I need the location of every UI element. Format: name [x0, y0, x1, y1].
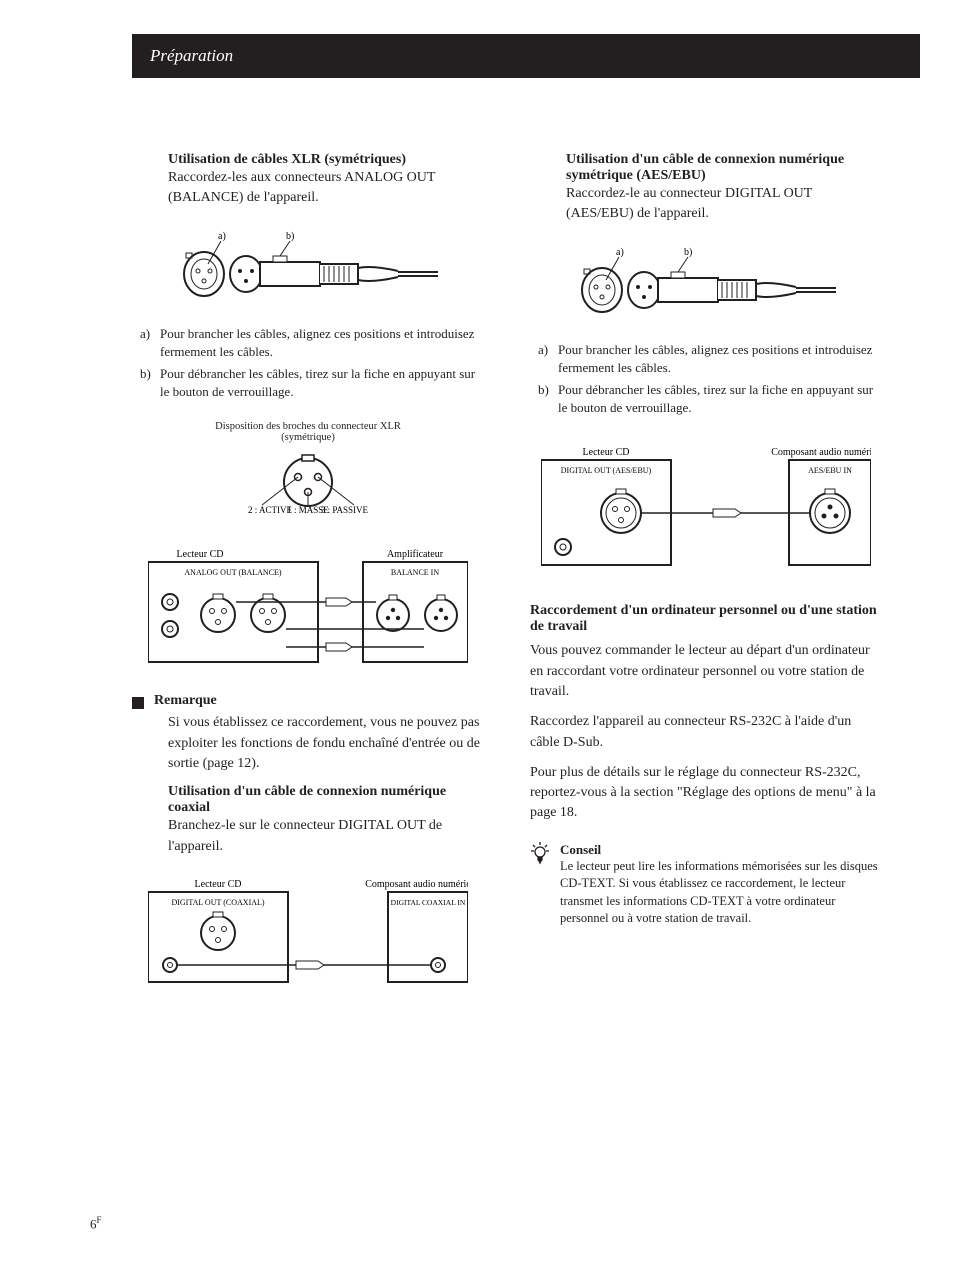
note-square-icon — [132, 697, 144, 709]
label-b: b) — [286, 231, 294, 242]
page-number: 6F — [90, 1215, 102, 1232]
header-title: Préparation — [150, 46, 233, 66]
tip-row: Conseil Le lecteur peut lire les informa… — [530, 842, 882, 928]
right-column: Utilisation d'un câble de connexion numé… — [530, 152, 882, 1003]
header-band: Préparation — [132, 34, 920, 78]
coax-rx-sub: DIGITAL COAXIAL IN — [391, 898, 466, 907]
coax-cd-sub: DIGITAL OUT (COAXIAL) — [171, 898, 264, 907]
pin2-label: 2 : ACTIVE — [248, 505, 293, 515]
pins-icon: 2 : ACTIVE 3 : PASSIVE 1 : MASSE — [248, 447, 368, 517]
left-column: Utilisation de câbles XLR (symétriques) … — [132, 152, 484, 1003]
aes-cd-sub: DIGITAL OUT (AES/EBU) — [561, 466, 652, 475]
amp-title: Amplificateur — [387, 549, 444, 560]
pin-label: Disposition des broches du connecteur XL… — [208, 421, 408, 443]
aes-conn-icon: Lecteur CD DIGITAL OUT (AES/EBU) Composa… — [541, 445, 871, 575]
xlr-plug-diagram: a) b) — [132, 229, 484, 309]
r-instr-a: Pour brancher les câbles, alignez ces po… — [558, 341, 882, 377]
pc-p2: Raccordez l'appareil au connecteur RS-23… — [530, 712, 882, 753]
aes-rx-title: Composant audio numérique — [771, 447, 871, 458]
r-instr-b: Pour débrancher les câbles, tirez sur la… — [558, 381, 882, 417]
coax-heading: Utilisation d'un câble de connexion numé… — [168, 784, 484, 816]
lightbulb-icon — [530, 842, 550, 866]
page-num-sup: F — [97, 1215, 102, 1225]
cd-title: Lecteur CD — [177, 549, 224, 560]
cd-sub: ANALOG OUT (BALANCE) — [184, 568, 282, 577]
pin1-label: 1 : MASSE — [287, 505, 329, 515]
note-text: Si vous établissez ce raccordement, vous… — [132, 713, 484, 774]
instr-a: Pour brancher les câbles, alignez ces po… — [160, 325, 484, 361]
tag-b: b) — [140, 365, 160, 401]
tip-label: Conseil — [560, 842, 882, 858]
aes-connection-diagram: Lecteur CD DIGITAL OUT (AES/EBU) Composa… — [530, 445, 882, 575]
plug-icon: a) b) — [576, 245, 836, 325]
coax-text: Branchez-le sur le connecteur DIGITAL OU… — [168, 816, 484, 857]
label-a: a) — [218, 231, 226, 242]
pc-heading: Raccordement d'un ordinateur personnel o… — [530, 603, 882, 635]
balance-connection-diagram: Lecteur CD ANALOG OUT (BALANCE) — [132, 547, 484, 677]
coax-connection-diagram: Lecteur CD DIGITAL OUT (COAXIAL) Composa… — [132, 877, 484, 987]
tip-text: Le lecteur peut lire les informations mé… — [560, 858, 882, 928]
plug-icon: a) b) — [178, 229, 438, 309]
coax-cd-title: Lecteur CD — [195, 879, 242, 890]
xlr-intro: Raccordez-les aux connecteurs ANALOG OUT… — [168, 168, 484, 209]
aes-intro: Raccordez-le au connecteur DIGITAL OUT (… — [566, 184, 882, 225]
coax-rx-title: Composant audio numérique — [365, 879, 468, 890]
label-b: b) — [684, 247, 692, 258]
aes-plug-diagram: a) b) — [530, 245, 882, 325]
aes-heading: Utilisation d'un câble de connexion numé… — [566, 152, 882, 184]
aes-cd-title: Lecteur CD — [583, 447, 630, 458]
pin-layout-diagram: Disposition des broches du connecteur XL… — [132, 421, 484, 517]
xlr-heading: Utilisation de câbles XLR (symétriques) — [168, 152, 484, 168]
instr-b: Pour débrancher les câbles, tirez sur la… — [160, 365, 484, 401]
amp-sub: BALANCE IN — [391, 568, 439, 577]
aes-rx-sub: AES/EBU IN — [808, 466, 852, 475]
coax-icon: Lecteur CD DIGITAL OUT (COAXIAL) Composa… — [148, 877, 468, 987]
xlr-instructions: a)Pour brancher les câbles, alignez ces … — [132, 325, 484, 402]
tag-b: b) — [538, 381, 558, 417]
pc-p3: Pour plus de détails sur le réglage du c… — [530, 763, 882, 824]
pc-p1: Vous pouvez commander le lecteur au dépa… — [530, 641, 882, 702]
tag-a: a) — [140, 325, 160, 361]
label-a: a) — [616, 247, 624, 258]
note-row: Remarque — [132, 693, 484, 709]
page-columns: Utilisation de câbles XLR (symétriques) … — [132, 152, 882, 1003]
aes-instructions: a)Pour brancher les câbles, alignez ces … — [530, 341, 882, 418]
tag-a: a) — [538, 341, 558, 377]
note-label: Remarque — [154, 693, 217, 709]
connection-icon: Lecteur CD ANALOG OUT (BALANCE) — [148, 547, 468, 677]
